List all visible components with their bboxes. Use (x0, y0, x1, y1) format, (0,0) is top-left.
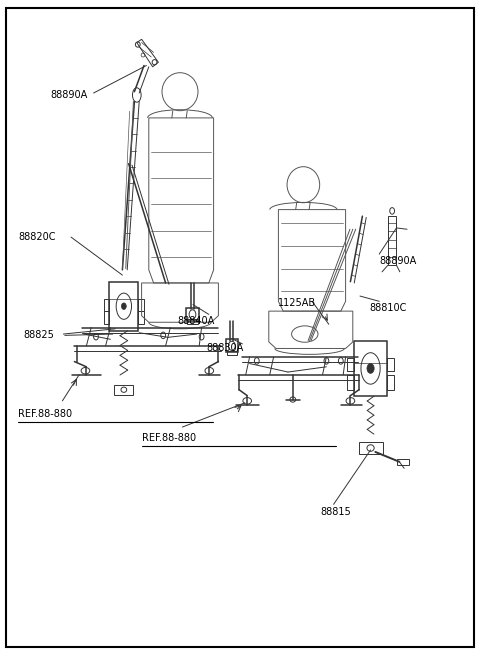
Text: REF.88-880: REF.88-880 (142, 432, 196, 443)
Text: 88890A: 88890A (50, 90, 88, 100)
Bar (359, 442, 383, 454)
Text: 88825: 88825 (23, 330, 54, 341)
Bar (226, 339, 238, 352)
Bar (114, 385, 133, 395)
Text: 88840A: 88840A (178, 316, 215, 326)
Bar (104, 311, 109, 324)
Bar (138, 311, 144, 324)
Ellipse shape (367, 364, 374, 373)
Bar (387, 358, 394, 371)
Text: 88830A: 88830A (206, 343, 244, 354)
Text: 88810C: 88810C (370, 303, 407, 313)
Text: REF.88-880: REF.88-880 (18, 409, 72, 419)
Bar (187, 319, 198, 324)
Bar (104, 299, 109, 311)
Ellipse shape (121, 303, 126, 310)
Bar (397, 458, 409, 465)
Text: 88820C: 88820C (18, 232, 56, 242)
Text: 88815: 88815 (321, 507, 351, 517)
Bar (109, 282, 138, 331)
Bar (354, 341, 387, 396)
Bar (227, 351, 237, 355)
Text: 1125AB: 1125AB (278, 297, 316, 308)
Bar (186, 308, 199, 321)
Bar (138, 299, 144, 311)
Bar (347, 358, 354, 371)
Bar (347, 375, 354, 390)
Text: 88890A: 88890A (379, 255, 417, 266)
Bar (387, 375, 394, 390)
